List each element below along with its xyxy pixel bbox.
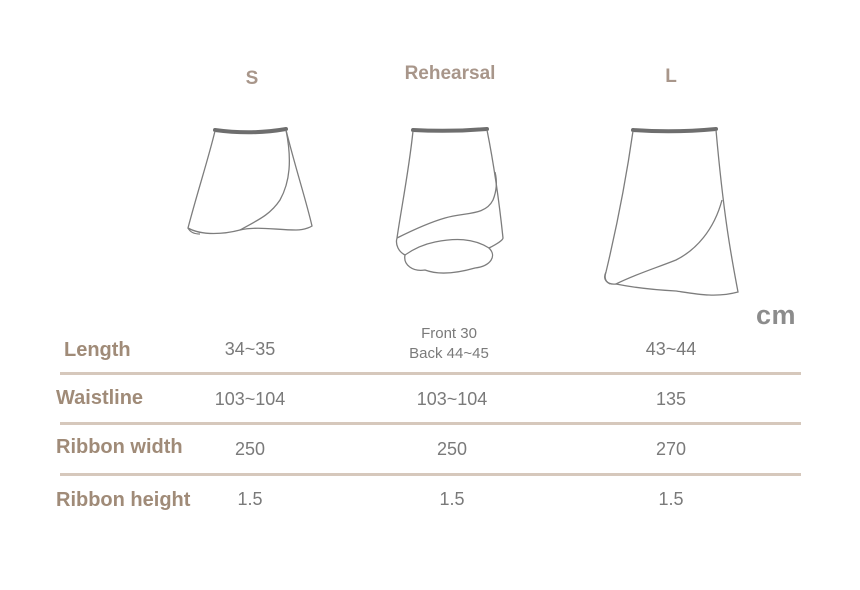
row-label-ribbon-height: Ribbon height [56,489,191,511]
cell-length-rehearsal-front: Front 30 [421,325,477,342]
cell-waistline-l: 135 [655,389,687,409]
cell-waistline-s: 103~104 [214,389,286,409]
column-header-small: S [245,68,259,89]
row-divider [60,372,801,375]
row-label-waistline: Waistline [56,387,144,409]
skirt-rehearsal-icon [395,127,504,274]
cell-ribbon-width-rehearsal: 250 [436,439,468,459]
skirt-large-icon [604,127,739,296]
row-divider [60,422,801,425]
cell-ribbon-height-s: 1.5 [237,489,263,509]
cell-length-s: 34~35 [224,339,276,359]
row-label-ribbon-width: Ribbon width [56,436,183,458]
cropped-text-fragment [62,0,162,2]
cell-ribbon-width-l: 270 [655,439,687,459]
cell-waistline-rehearsal: 103~104 [416,389,488,409]
cell-ribbon-height-l: 1.5 [658,489,684,509]
cell-length-l: 43~44 [645,339,697,359]
column-header-rehearsal: Rehearsal [404,63,496,84]
row-label-length: Length [64,339,131,361]
column-header-large: L [665,66,677,87]
cell-ribbon-height-rehearsal: 1.5 [439,489,465,509]
skirt-small-icon [187,127,313,235]
unit-label: cm [756,300,797,330]
cell-length-rehearsal-back: Back 44~45 [409,345,489,362]
cell-ribbon-width-s: 250 [234,439,266,459]
row-divider [60,473,801,476]
